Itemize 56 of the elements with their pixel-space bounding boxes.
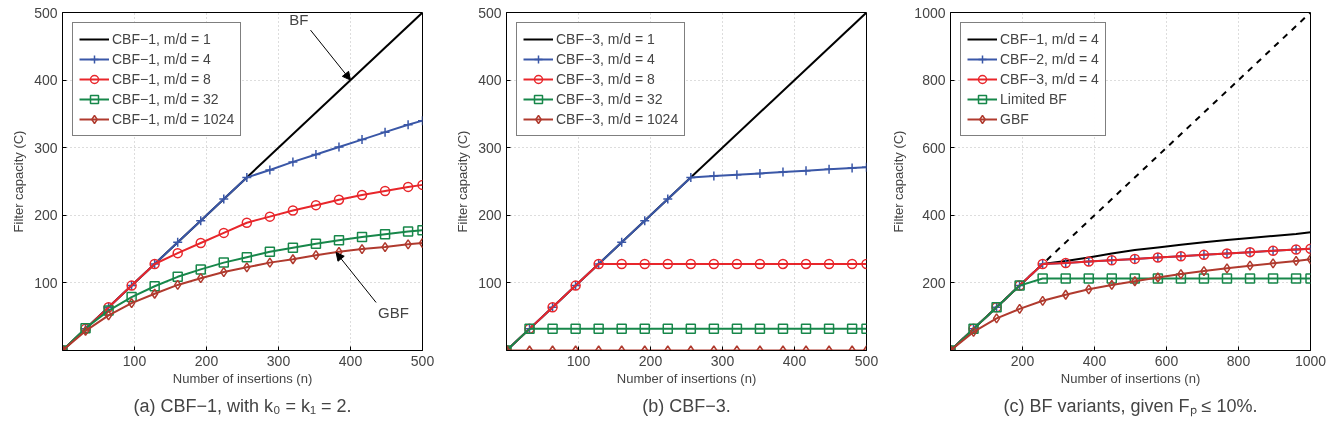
x-tick-label: 300 bbox=[266, 352, 291, 369]
x-tick-label: 200 bbox=[638, 352, 663, 369]
y-tick-label: 600 bbox=[922, 139, 946, 156]
y-axis-title: Filter capacity (C) bbox=[11, 130, 27, 233]
y-tick-label: 400 bbox=[34, 72, 58, 89]
legend-label: CBF−3, m/d = 1024 bbox=[556, 110, 679, 128]
x-tick-label: 500 bbox=[854, 352, 879, 369]
x-tick-label: 100 bbox=[122, 352, 147, 369]
y-axis-title: Filter capacity (C) bbox=[891, 130, 907, 233]
x-tick-label: 1000 bbox=[1294, 352, 1327, 369]
annotation: GBF bbox=[378, 304, 409, 322]
legend-label: CBF−3, m/d = 32 bbox=[556, 90, 663, 108]
y-tick-label: 200 bbox=[478, 207, 502, 224]
legend-label: CBF−1, m/d = 1 bbox=[112, 30, 211, 48]
legend-label: CBF−1, m/d = 32 bbox=[112, 90, 219, 108]
text: (b) CBF−3. bbox=[642, 395, 731, 416]
y-tick-label: 800 bbox=[922, 72, 946, 89]
legend-label: CBF−2, m/d = 4 bbox=[1000, 50, 1099, 68]
legend-label: Limited BF bbox=[1000, 90, 1067, 108]
legend-label: CBF−3, m/d = 4 bbox=[556, 50, 655, 68]
x-axis-title: Number of insertions (n) bbox=[172, 370, 313, 386]
y-tick-label: 200 bbox=[922, 274, 946, 291]
y-tick-label: 1000 bbox=[914, 4, 946, 21]
y-tick-label: 500 bbox=[478, 4, 502, 21]
y-tick-label: 500 bbox=[34, 4, 58, 21]
legend-label: CBF−1, m/d = 8 bbox=[112, 70, 211, 88]
legend-label: CBF−1, m/d = 1024 bbox=[112, 110, 235, 128]
y-tick-label: 400 bbox=[922, 207, 946, 224]
x-tick-label: 400 bbox=[338, 352, 363, 369]
y-axis-title: Filter capacity (C) bbox=[455, 130, 471, 233]
y-tick-label: 100 bbox=[34, 274, 58, 291]
y-tick-label: 300 bbox=[478, 139, 502, 156]
x-tick-label: 500 bbox=[410, 352, 435, 369]
legend-label: CBF−3, m/d = 1 bbox=[556, 30, 655, 48]
legend-label: CBF−1, m/d = 4 bbox=[1000, 30, 1099, 48]
x-tick-label: 800 bbox=[1226, 352, 1251, 369]
x-tick-label: 300 bbox=[710, 352, 735, 369]
y-tick-label: 300 bbox=[34, 139, 58, 156]
text: (a) CBF−1, with k₀ = k₁ = 2. bbox=[133, 395, 352, 416]
legend-label: CBF−3, m/d = 4 bbox=[1000, 70, 1099, 88]
x-tick-label: 200 bbox=[194, 352, 219, 369]
y-tick-label: 100 bbox=[478, 274, 502, 291]
legend-label: GBF bbox=[1000, 110, 1029, 128]
y-tick-label: 400 bbox=[478, 72, 502, 89]
x-tick-label: 200 bbox=[1010, 352, 1035, 369]
x-tick-label: 600 bbox=[1154, 352, 1179, 369]
x-tick-label: 400 bbox=[782, 352, 807, 369]
y-tick-label: 200 bbox=[34, 207, 58, 224]
x-tick-label: 400 bbox=[1082, 352, 1107, 369]
legend-label: CBF−1, m/d = 4 bbox=[112, 50, 211, 68]
x-tick-label: 100 bbox=[566, 352, 591, 369]
x-axis-title: Number of insertions (n) bbox=[616, 370, 757, 386]
legend-label: CBF−3, m/d = 8 bbox=[556, 70, 655, 88]
annotation: BF bbox=[289, 11, 309, 29]
x-axis-title: Number of insertions (n) bbox=[1060, 370, 1201, 386]
text: (c) BF variants, given Fₚ ≤ 10%. bbox=[1003, 395, 1258, 417]
